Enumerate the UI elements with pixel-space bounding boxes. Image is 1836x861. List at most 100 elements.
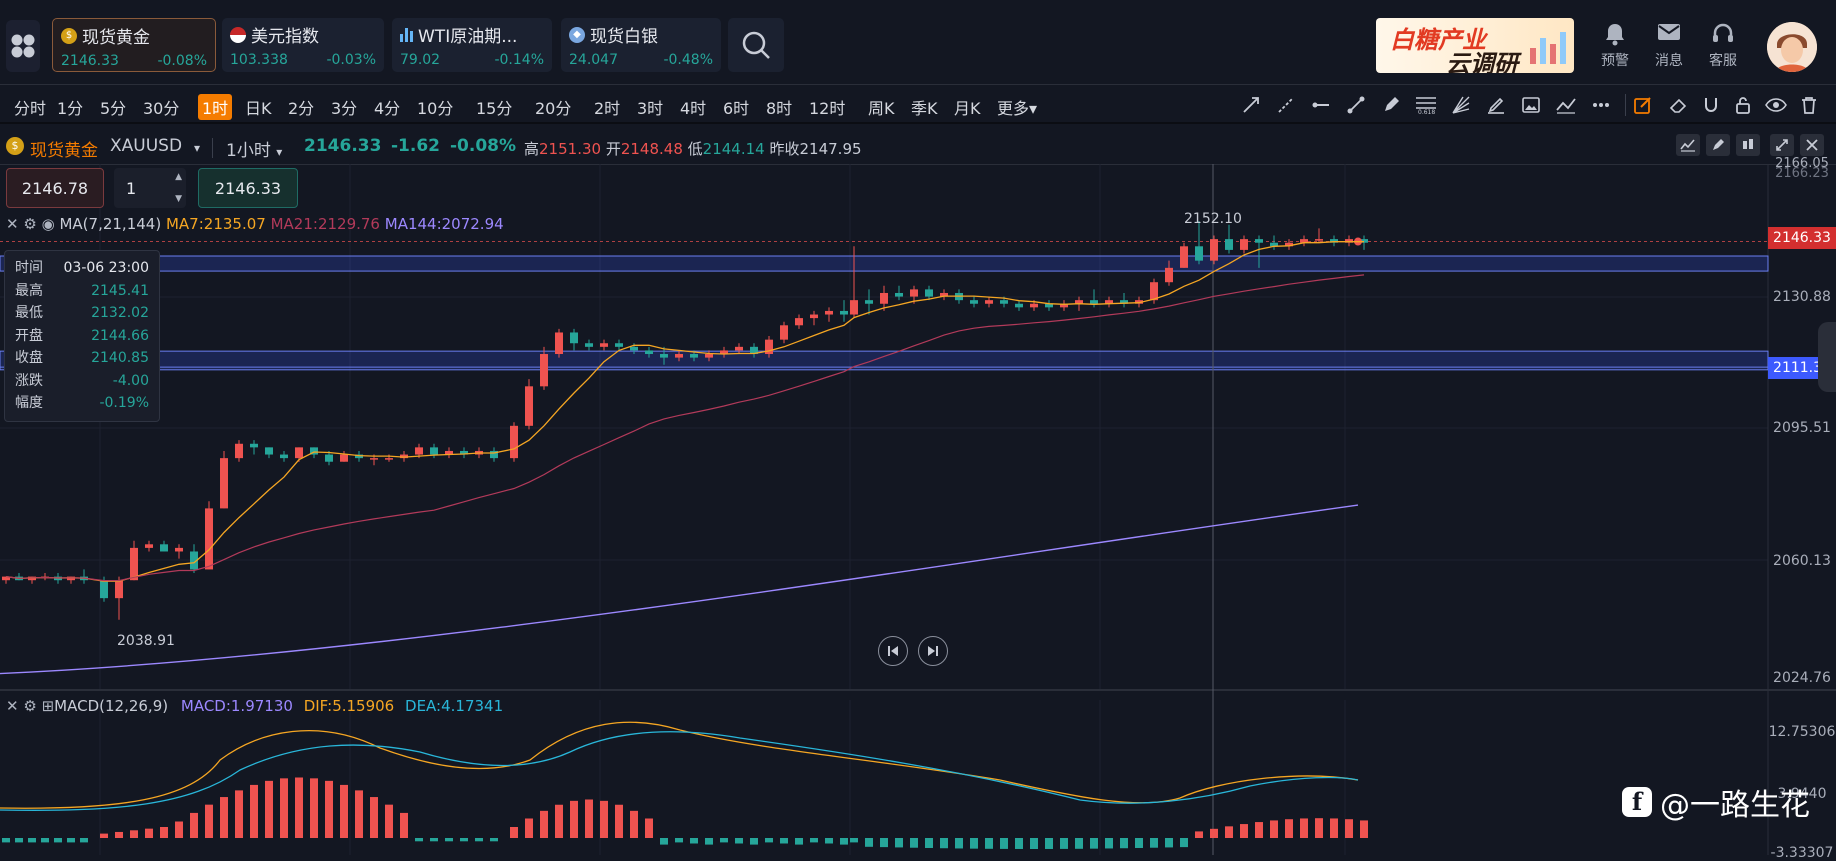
info-value: 2140.85 — [91, 350, 149, 366]
symbol-code[interactable]: XAUUSD — [110, 136, 183, 156]
message-button[interactable]: 消息 — [1646, 22, 1692, 70]
image-icon[interactable] — [1520, 94, 1542, 116]
period-13[interactable]: 3时 — [637, 99, 664, 118]
candle-body — [1135, 300, 1143, 304]
period-2[interactable]: 5分 — [100, 99, 127, 118]
arrow-line-icon[interactable] — [1240, 94, 1262, 116]
price-chart[interactable] — [0, 164, 1836, 855]
candle-body — [1000, 300, 1008, 304]
period-15[interactable]: 6时 — [723, 99, 750, 118]
brush-icon[interactable] — [1485, 94, 1507, 116]
fan-icon[interactable] — [1450, 94, 1472, 116]
quantity-stepper[interactable]: 1 ▲ ▼ — [114, 168, 186, 208]
eraser-icon[interactable] — [1667, 94, 1689, 116]
horizontal-ray-icon[interactable] — [1310, 94, 1332, 116]
period-18[interactable]: 周K — [868, 99, 895, 118]
more-tools-icon[interactable] — [1590, 94, 1612, 116]
period-3[interactable]: 30分 — [143, 99, 180, 118]
period-8[interactable]: 4分 — [374, 99, 401, 118]
period-12[interactable]: 2时 — [594, 99, 621, 118]
close-chart-icon[interactable] — [1800, 134, 1824, 156]
sell-price-button[interactable]: 2146.78 — [6, 168, 104, 208]
eye-icon[interactable] — [1765, 94, 1787, 116]
period-4[interactable]: 1时 — [198, 94, 233, 120]
period-6[interactable]: 2分 — [288, 99, 315, 118]
candle-body — [340, 454, 348, 462]
axis-label: 2060.13 — [1773, 553, 1831, 569]
macd-bar — [765, 838, 773, 843]
period-toolbar — [0, 86, 1836, 124]
period-more-dropdown[interactable]: 更多▾ — [997, 99, 1038, 118]
settings-icon[interactable]: ⚙ — [23, 215, 37, 233]
period-14[interactable]: 4时 — [680, 99, 707, 118]
app-grid-icon[interactable] — [6, 20, 40, 72]
avatar[interactable] — [1767, 22, 1817, 72]
symbol-dropdown-icon[interactable]: ▾ — [194, 141, 201, 155]
macd-bar — [41, 838, 49, 843]
edit-drawing-icon[interactable] — [1632, 94, 1654, 116]
macd-bar — [645, 818, 653, 838]
macd-bar — [750, 838, 758, 845]
candle-body — [1045, 303, 1053, 308]
settings-icon[interactable]: ⚙ — [23, 697, 37, 715]
candle-body — [1015, 303, 1023, 308]
step-forward-button[interactable] — [918, 636, 948, 666]
period-11[interactable]: 20分 — [535, 99, 572, 118]
candle-toggle-icon[interactable] — [1736, 134, 1760, 156]
step-back-button[interactable] — [878, 636, 908, 666]
period-17[interactable]: 12时 — [809, 99, 846, 118]
gold-coin-icon: $ — [61, 27, 77, 44]
candle-body — [1120, 300, 1128, 304]
macd-bar — [80, 838, 88, 843]
macd-bar — [1105, 838, 1113, 849]
quote-card-usd-index[interactable]: 美元指数 103.338 -0.03% — [222, 18, 384, 72]
candle-body — [1315, 239, 1323, 241]
close-icon[interactable]: ✕ — [6, 697, 19, 715]
segment-icon[interactable] — [1345, 94, 1367, 116]
buy-price-button[interactable]: 2146.33 — [198, 168, 298, 208]
period-7[interactable]: 3分 — [331, 99, 358, 118]
candle-body — [385, 458, 393, 460]
period-1[interactable]: 1分 — [57, 99, 84, 118]
macd-bar — [430, 838, 438, 842]
service-button[interactable]: 客服 — [1700, 22, 1746, 70]
close-icon[interactable]: ✕ — [6, 215, 19, 233]
macd-bar — [840, 838, 848, 845]
period-10[interactable]: 15分 — [476, 99, 513, 118]
fullscreen-icon[interactable] — [1770, 134, 1794, 156]
expand-icon[interactable]: ⊞ — [41, 697, 55, 715]
quote-card-silver[interactable]: ◆ 现货白银 24.047 -0.48% — [561, 18, 721, 72]
dashed-line-icon[interactable] — [1275, 94, 1297, 116]
magnet-icon[interactable] — [1700, 94, 1722, 116]
period-0[interactable]: 分时 — [14, 99, 47, 118]
decrement-icon[interactable]: ▼ — [175, 194, 182, 204]
info-key: 涨跌 — [15, 372, 43, 389]
candle-body — [1300, 239, 1308, 243]
period-16[interactable]: 8时 — [766, 99, 793, 118]
search-button[interactable] — [728, 18, 784, 72]
info-value: 2132.02 — [91, 305, 149, 321]
quote-card-wti-oil[interactable]: WTI原油期... 79.02 -0.14% — [392, 18, 552, 72]
period-20[interactable]: 月K — [954, 99, 981, 118]
polyline-icon[interactable] — [1555, 94, 1577, 116]
draw-toggle-icon[interactable] — [1706, 134, 1730, 156]
ma144-line — [0, 504, 1359, 675]
side-panel-toggle[interactable] — [1818, 322, 1836, 392]
alert-button[interactable]: 预警 — [1592, 22, 1638, 70]
ad-banner[interactable]: 白糖产业 云调研 — [1376, 18, 1574, 73]
quote-card-gold[interactable]: $ 现货黄金 2146.33 -0.08% — [52, 18, 216, 72]
symbol-name[interactable]: 现货黄金 — [30, 141, 98, 161]
period-19[interactable]: 季K — [911, 99, 938, 118]
pen-icon[interactable] — [1380, 94, 1402, 116]
visibility-icon[interactable]: ◉ — [41, 215, 55, 233]
fibonacci-icon[interactable]: 0.618 — [1415, 94, 1437, 116]
macd-bar — [690, 838, 698, 844]
indicator-toggle-icon[interactable] — [1676, 134, 1700, 156]
trash-icon[interactable] — [1798, 94, 1820, 116]
increment-icon[interactable]: ▲ — [175, 172, 182, 182]
period-5[interactable]: 日K — [245, 99, 272, 118]
macd-axis-label: 3.9440 — [1777, 786, 1827, 802]
lock-icon[interactable] — [1732, 94, 1754, 116]
period-9[interactable]: 10分 — [417, 99, 454, 118]
interval-select[interactable]: 1小时 ▾ — [226, 141, 283, 161]
